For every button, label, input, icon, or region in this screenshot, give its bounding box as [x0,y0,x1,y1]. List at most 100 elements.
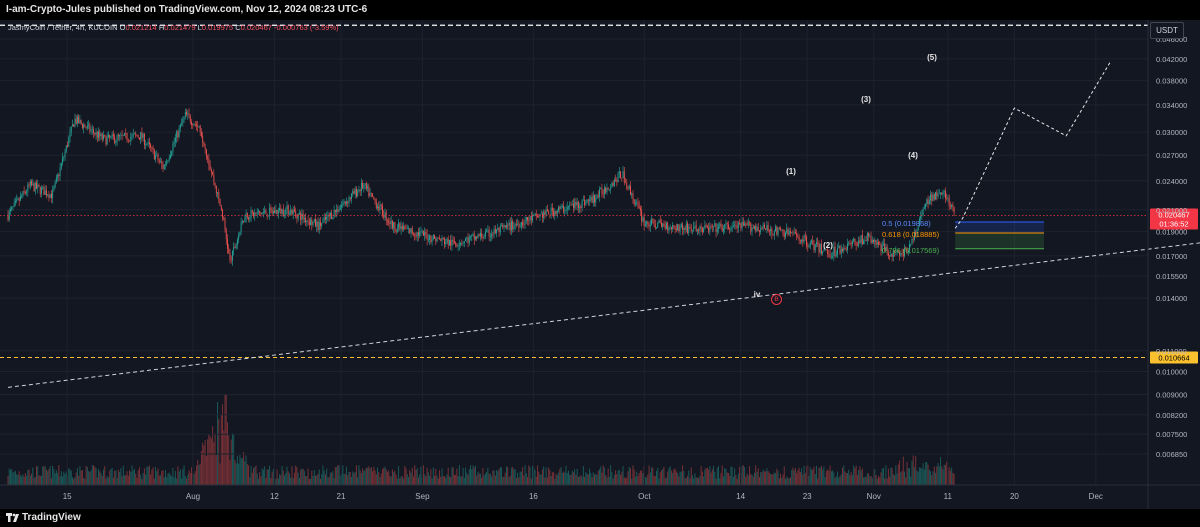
candle-body [698,229,700,231]
volume-bar [125,475,127,485]
candle-body [720,223,722,227]
volume-bar [510,467,512,485]
candle-body [193,124,195,126]
candle-body [365,183,367,189]
candle-body [684,228,686,230]
volume-bar [602,465,604,485]
candle-body [487,229,489,231]
candle-body [646,221,648,224]
candle-body [178,127,180,138]
candle-body [337,209,339,212]
candle-body [377,206,378,209]
x-tick-label: 12 [270,492,279,501]
volume-bar [838,477,840,485]
volume-bar [22,474,24,485]
candle-body [307,220,309,222]
candle-body [566,206,568,210]
candle-body [441,237,443,241]
volume-bar [410,472,412,485]
chart-area[interactable]: 0.010664 0.020467 01:36:52 15 Aug 12 21 Sep 16 O… [0,20,1200,509]
volume-bar [275,478,277,485]
candle-body [209,165,211,170]
candle-body [892,251,894,257]
volume-bar [807,465,809,485]
volume-bar [313,470,315,485]
volume-bar [752,476,754,485]
volume-bar [250,465,252,485]
candle-body [383,214,385,218]
volume-bar [145,474,147,485]
candle-body [907,251,909,253]
volume-bar [27,470,29,485]
volume-bar [436,475,438,485]
volume-bar [375,474,377,485]
candle-body [98,131,99,138]
volume-bar [814,474,816,485]
volume-bar [191,467,193,485]
candle-body [354,188,356,195]
volume-bar [632,465,634,485]
volume-bar [720,472,722,485]
candle-body [896,250,898,252]
candle-body [125,133,127,134]
candle-body [716,228,718,232]
volume-bar [608,476,610,485]
candle-body [162,164,164,169]
volume-bar [704,469,706,485]
volume-bar [210,438,212,485]
volume-bar [362,468,364,485]
candle-body [834,246,836,256]
volume-bar [451,467,453,485]
volume-bar [251,472,253,485]
volume-bar [405,468,407,485]
candle-body [326,217,328,220]
volume-bar [871,477,873,485]
candle-body [285,209,287,216]
open-value: 0.021214 [125,23,157,32]
candle-body [259,210,261,213]
candle-body [112,134,114,137]
candle-body [678,224,680,232]
candle-body [422,230,424,236]
candle-body [948,197,950,207]
volume-bar [744,466,746,485]
volume-bar [750,474,752,485]
volume-bar [308,478,310,485]
candle-body [21,196,23,197]
candle-body [599,189,600,197]
volume-bar [193,473,195,485]
candle-body [719,223,721,227]
volume-bar [352,471,354,485]
candle-body [895,251,897,253]
volume-bar [559,469,561,485]
candle-body [169,154,171,158]
candle-body [658,220,660,223]
candle-body [74,118,76,127]
volume-bar [699,475,701,485]
volume-bar [637,476,639,485]
candle-body [153,149,155,160]
candle-body [758,230,760,232]
currency-selector[interactable]: USDT [1150,22,1184,39]
candle-body [230,259,232,261]
candle-body [174,137,176,143]
candle-body [220,205,222,210]
candle-body [652,218,654,220]
volume-bar [952,472,954,485]
volume-bar [951,467,953,485]
candle-body [161,161,163,165]
candle-body [594,195,595,203]
support-price-label: 0.010664 [1158,354,1189,363]
volume-bar [858,469,860,485]
volume-bar [370,467,372,485]
candle-body [321,223,323,227]
candle-body [551,207,553,212]
candle-body [920,215,922,219]
candle-body [336,209,338,212]
volume-bar [60,471,62,485]
volume-bar [842,467,844,485]
volume-bar [679,471,681,485]
volume-bar [822,469,824,485]
candle-body [151,147,153,148]
